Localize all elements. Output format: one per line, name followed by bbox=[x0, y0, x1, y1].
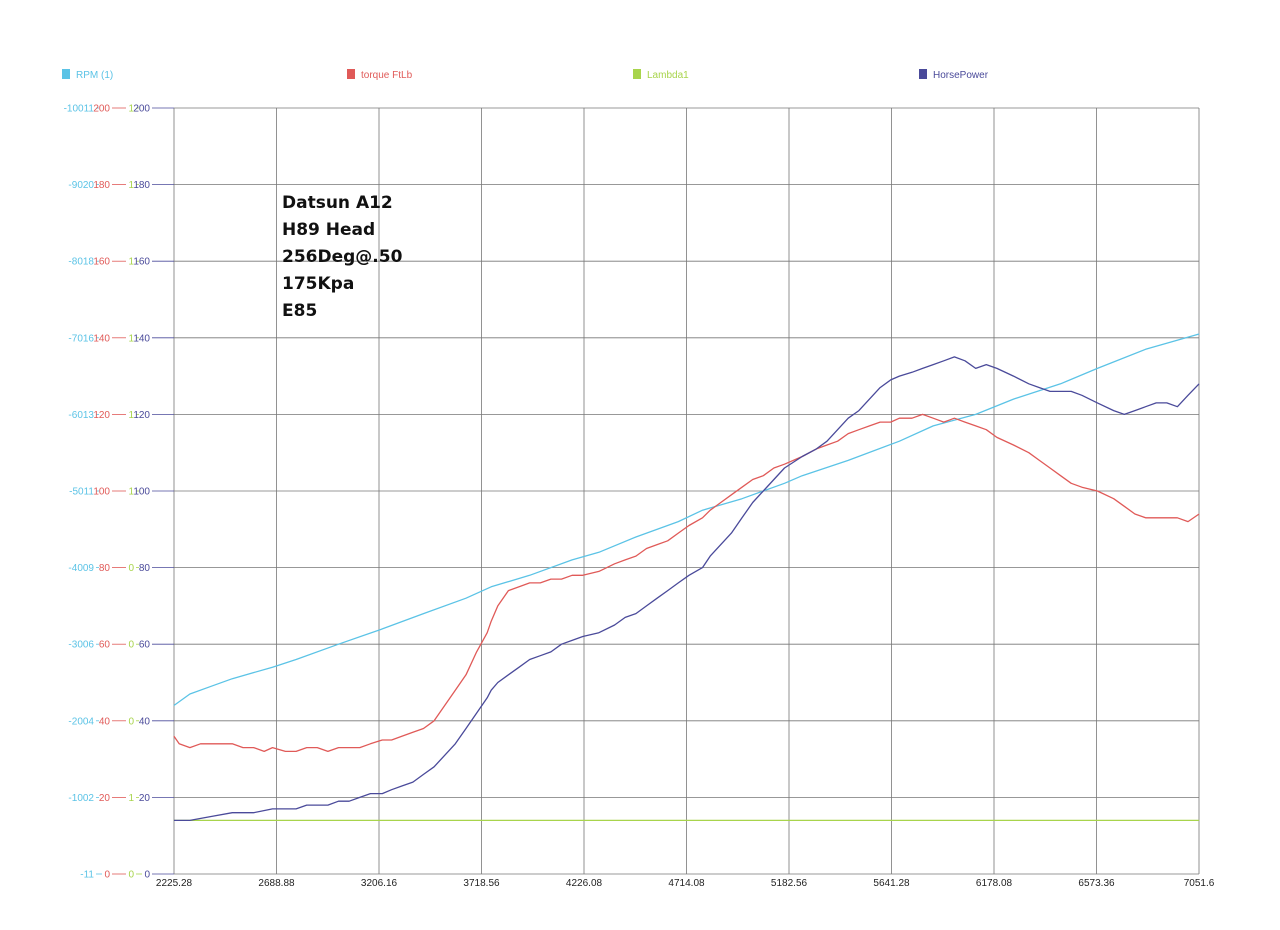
x-tick-label: 7051.6 bbox=[1184, 878, 1215, 889]
y-tick-label: 180 bbox=[93, 180, 110, 191]
y-tick-label: 1 bbox=[128, 410, 134, 421]
y-tick-label: 60 bbox=[139, 640, 151, 651]
x-tick-label: 2688.88 bbox=[258, 878, 295, 889]
legend-swatch bbox=[633, 69, 641, 79]
x-tick-label: 4714.08 bbox=[668, 878, 705, 889]
x-tick-label: 3718.56 bbox=[463, 878, 500, 889]
annotation-line: 256Deg@.50 bbox=[282, 247, 403, 267]
legend-label: Lambda1 bbox=[647, 70, 689, 81]
x-tick-label: 5182.56 bbox=[771, 878, 808, 889]
annotation-line: Datsun A12 bbox=[282, 193, 393, 213]
y-tick-label: -9020 bbox=[68, 180, 94, 191]
y-tick-label: -1002 bbox=[68, 793, 94, 804]
y-tick-label: 1 bbox=[128, 487, 134, 498]
legend: RPM (1) torque FtLb Lambda1 HorsePower bbox=[62, 69, 989, 81]
annotation-block: Datsun A12 H89 Head 256Deg@.50 175Kpa E85 bbox=[282, 193, 403, 321]
y-tick-label: 140 bbox=[93, 333, 110, 344]
grid bbox=[173, 107, 1200, 875]
x-tick-label: 5641.28 bbox=[873, 878, 910, 889]
y-axes: -11 0 0 0-1002 20 1 20-2004 40 0 40-3006 60 0 60-400… bbox=[64, 104, 174, 881]
y-tick-label: 0 bbox=[128, 640, 134, 651]
y-tick-label: -7016 bbox=[68, 333, 94, 344]
y-tick-label: 100 bbox=[133, 487, 150, 498]
y-tick-label: 60 bbox=[99, 640, 111, 651]
y-tick-label: 80 bbox=[99, 563, 111, 574]
legend-swatch bbox=[919, 69, 927, 79]
y-tick-label: -8018 bbox=[68, 257, 94, 268]
y-tick-label: 0 bbox=[104, 870, 110, 881]
annotation-line: H89 Head bbox=[282, 220, 375, 240]
y-tick-label: -4009 bbox=[68, 563, 94, 574]
legend-label: RPM (1) bbox=[76, 70, 113, 81]
y-tick-label: 0 bbox=[128, 563, 134, 574]
y-tick-label: 80 bbox=[139, 563, 151, 574]
y-tick-label: 140 bbox=[133, 333, 150, 344]
legend-label: HorsePower bbox=[933, 70, 989, 81]
y-tick-label: -6013 bbox=[68, 410, 94, 421]
x-tick-label: 6178.08 bbox=[976, 878, 1013, 889]
series-group bbox=[173, 333, 1200, 822]
legend-swatch bbox=[62, 69, 70, 79]
y-tick-label: -10011 bbox=[64, 104, 95, 115]
y-tick-label: 1 bbox=[128, 333, 134, 344]
y-tick-label: 100 bbox=[93, 487, 110, 498]
y-tick-label: 160 bbox=[93, 257, 110, 268]
y-tick-label: 200 bbox=[133, 104, 150, 115]
y-tick-label: 0 bbox=[144, 870, 150, 881]
y-tick-label: 120 bbox=[93, 410, 110, 421]
series-line bbox=[173, 413, 1200, 753]
y-tick-label: 1 bbox=[128, 180, 134, 191]
y-tick-label: 0 bbox=[128, 870, 134, 881]
y-tick-label: 120 bbox=[133, 410, 150, 421]
y-tick-label: -5011 bbox=[69, 487, 94, 498]
x-tick-label: 3206.16 bbox=[361, 878, 398, 889]
y-tick-label: 40 bbox=[99, 716, 111, 727]
y-tick-label: -2004 bbox=[68, 716, 94, 727]
x-tick-label: 4226.08 bbox=[566, 878, 603, 889]
y-tick-label: 160 bbox=[133, 257, 150, 268]
y-tick-label: 20 bbox=[139, 793, 151, 804]
legend-swatch bbox=[347, 69, 355, 79]
y-tick-label: 0 bbox=[128, 716, 134, 727]
y-tick-label: -11 bbox=[80, 870, 94, 881]
y-tick-label: 1 bbox=[128, 104, 134, 115]
series-line bbox=[173, 333, 1200, 707]
y-tick-label: 180 bbox=[133, 180, 150, 191]
series-line bbox=[173, 356, 1200, 822]
y-tick-label: 200 bbox=[93, 104, 110, 115]
y-tick-label: 40 bbox=[139, 716, 151, 727]
y-tick-label: 1 bbox=[128, 793, 134, 804]
x-tick-label: 6573.36 bbox=[1078, 878, 1115, 889]
y-tick-label: -3006 bbox=[68, 640, 94, 651]
legend-label: torque FtLb bbox=[361, 70, 413, 81]
y-tick-label: 1 bbox=[128, 257, 134, 268]
annotation-line: E85 bbox=[282, 301, 317, 321]
annotation-line: 175Kpa bbox=[282, 274, 354, 294]
x-tick-label: 2225.28 bbox=[156, 878, 193, 889]
y-tick-label: 20 bbox=[99, 793, 111, 804]
x-axis: 2225.28 2688.88 3206.16 3718.56 4226.08 4714.… bbox=[156, 878, 1215, 889]
